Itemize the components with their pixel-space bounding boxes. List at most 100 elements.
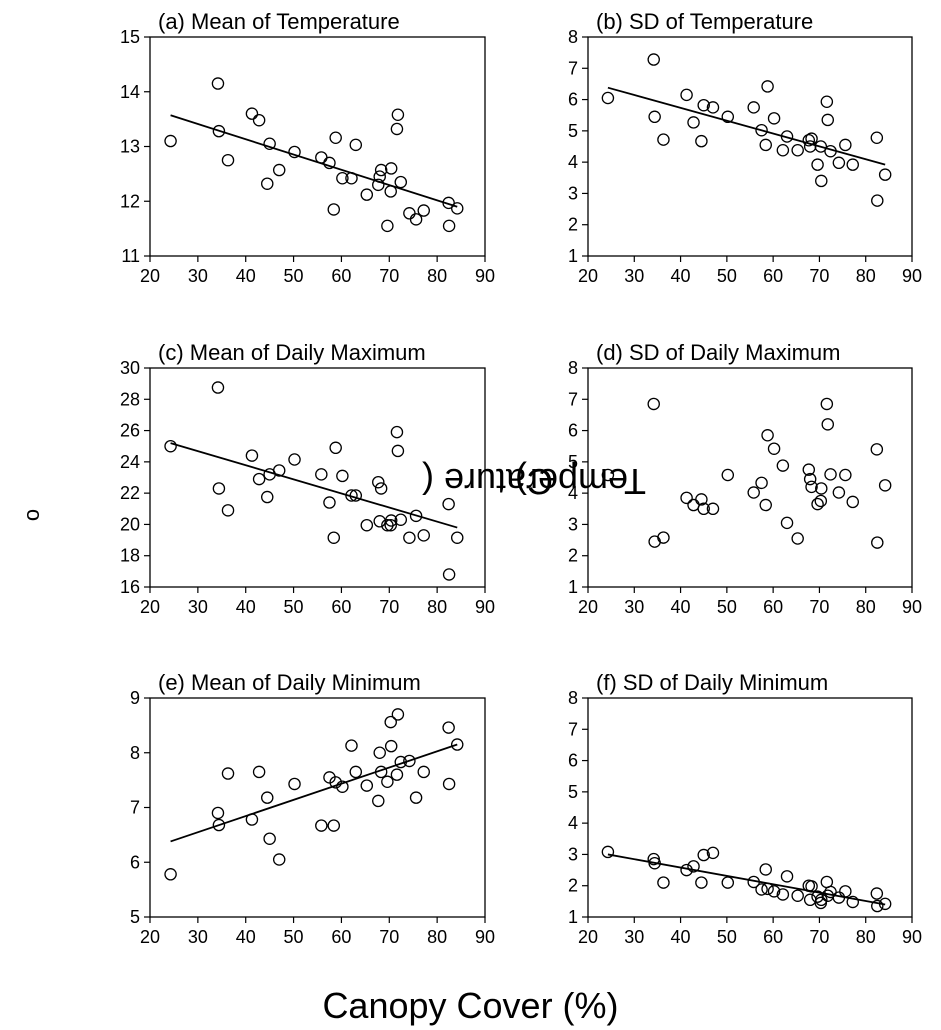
y-tick-label: 18 — [120, 546, 140, 566]
data-point — [832, 156, 846, 170]
data-point — [390, 425, 404, 439]
data-point — [442, 721, 455, 734]
x-tick-label: 50 — [717, 266, 737, 286]
data-point — [417, 765, 430, 779]
data-point — [815, 482, 828, 495]
y-tick-label: 11 — [121, 246, 140, 266]
x-tick-label: 60 — [331, 266, 351, 286]
y-tick-label: 8 — [568, 358, 578, 378]
data-point — [417, 529, 430, 542]
x-tick-label: 30 — [188, 266, 208, 286]
y-tick-label: 4 — [568, 483, 578, 503]
data-point — [755, 476, 768, 490]
x-tick-label: 40 — [236, 927, 256, 947]
data-point — [211, 77, 225, 90]
data-point — [776, 459, 790, 472]
y-axis-label: Temperature (o C) — [0, 0, 646, 1030]
data-point — [846, 895, 860, 909]
data-point — [824, 468, 837, 481]
data-point — [687, 116, 700, 129]
data-point — [323, 496, 336, 509]
data-point — [706, 846, 720, 860]
x-tick-label: 70 — [809, 266, 829, 286]
y-tick-label: 4 — [568, 813, 578, 833]
data-point — [820, 397, 834, 411]
x-tick-label: 90 — [475, 266, 495, 286]
data-point — [409, 213, 423, 226]
data-point — [839, 468, 852, 482]
y-tick-label: 1 — [568, 246, 578, 266]
plot-frame — [149, 367, 486, 588]
data-point — [245, 107, 259, 120]
x-tick-label: 70 — [379, 266, 399, 286]
x-tick-label: 20 — [578, 597, 598, 617]
data-point — [360, 518, 374, 532]
y-tick-label: 6 — [130, 852, 140, 872]
data-point — [263, 137, 276, 151]
data-point — [601, 468, 615, 482]
x-tick-label: 80 — [427, 266, 447, 286]
data-point — [821, 418, 835, 431]
data-point — [323, 156, 336, 170]
x-tick-label: 90 — [902, 266, 922, 286]
data-point — [755, 883, 768, 896]
data-point — [878, 479, 892, 492]
data-point — [871, 899, 884, 913]
data-point — [761, 80, 774, 93]
chart-title: (f) SD of Daily Minimum — [596, 670, 828, 695]
data-point — [349, 138, 363, 152]
data-point — [648, 110, 661, 124]
y-tick-label: 2 — [568, 215, 578, 235]
data-point — [811, 497, 824, 511]
y-tick-label: 22 — [120, 483, 140, 503]
x-tick-label: 80 — [856, 927, 876, 947]
x-tick-label: 60 — [331, 597, 351, 617]
chart-panel-1: (b) SD of Temperature 20 30 40 50 60 70 80 90 1 2 3… — [568, 9, 922, 286]
y-tick-label: 15 — [120, 27, 140, 47]
data-point — [245, 449, 259, 462]
data-point — [878, 897, 892, 911]
data-point — [871, 536, 884, 549]
data-point — [747, 875, 760, 889]
data-point — [390, 768, 404, 781]
data-point — [767, 885, 781, 898]
data-point — [803, 472, 817, 486]
y-tick-label: 28 — [120, 389, 140, 409]
x-tick-label: 20 — [578, 927, 598, 947]
data-point — [211, 381, 225, 394]
y-tick-label: 5 — [568, 121, 578, 141]
data-point — [780, 130, 794, 143]
data-point — [327, 531, 341, 544]
y-tick-label: 8 — [568, 27, 578, 47]
data-point — [761, 429, 774, 442]
y-tick-label: 6 — [568, 421, 578, 441]
x-tick-label: 70 — [809, 927, 829, 947]
x-tick-label: 70 — [379, 927, 399, 947]
data-point — [680, 863, 693, 877]
data-point — [327, 819, 341, 832]
data-point — [288, 777, 301, 791]
data-point — [815, 174, 828, 188]
chart-panel-5: (f) SD of Daily Minimum 20 30 40 50 60 70 80 90 1… — [568, 670, 922, 947]
x-tick-label: 40 — [671, 266, 691, 286]
data-point — [360, 188, 374, 201]
data-point — [349, 489, 363, 502]
data-point — [871, 194, 884, 207]
data-point — [272, 853, 286, 866]
x-tick-label: 50 — [284, 597, 304, 617]
y-tick-label: 2 — [568, 546, 578, 566]
y-tick-label: 14 — [120, 82, 140, 102]
data-point — [403, 531, 416, 544]
data-point — [164, 134, 177, 148]
y-tick-label: 12 — [120, 191, 140, 211]
data-point — [288, 453, 301, 466]
data-point — [648, 856, 661, 870]
data-point — [695, 493, 708, 506]
data-point — [442, 568, 456, 581]
data-point — [360, 779, 374, 792]
chart-panel-3: (d) SD of Daily Maximum 20 30 40 50 60 70 80 90 1… — [568, 340, 922, 617]
chart-title: (c) Mean of Daily Maximum — [158, 340, 426, 365]
chart-title: (b) SD of Temperature — [596, 9, 813, 34]
data-point — [164, 439, 177, 453]
chart-title: (e) Mean of Daily Minimum — [158, 670, 421, 695]
